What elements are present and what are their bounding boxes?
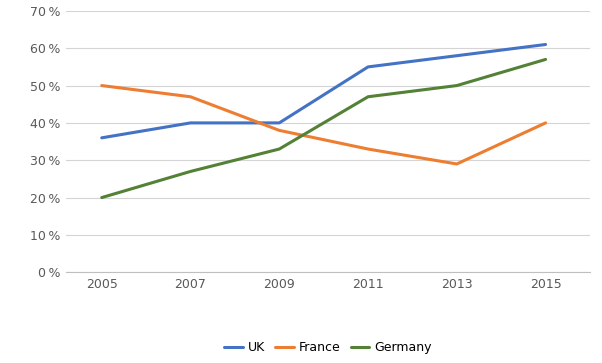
Germany	[542, 57, 549, 62]
UK	[98, 136, 105, 140]
UK	[187, 121, 194, 125]
Line: France: France	[102, 86, 545, 164]
UK	[364, 65, 371, 69]
France	[276, 128, 283, 132]
France	[542, 121, 549, 125]
UK	[276, 121, 283, 125]
France	[453, 162, 461, 166]
Line: Germany: Germany	[102, 60, 545, 197]
Germany	[98, 195, 105, 200]
France	[187, 95, 194, 99]
France	[98, 83, 105, 88]
UK	[542, 42, 549, 47]
France	[364, 147, 371, 151]
Germany	[187, 169, 194, 174]
UK	[453, 53, 461, 58]
Legend: UK, France, Germany: UK, France, Germany	[219, 336, 437, 359]
Line: UK: UK	[102, 45, 545, 138]
Germany	[453, 83, 461, 88]
Germany	[276, 147, 283, 151]
Germany	[364, 95, 371, 99]
